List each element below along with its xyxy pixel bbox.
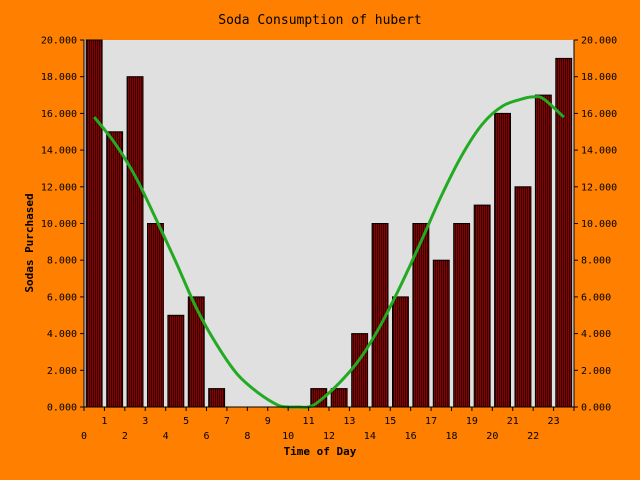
y-tick-label-right: 12.000	[581, 182, 617, 193]
bar	[187, 296, 205, 408]
x-axis-title: Time of Day	[284, 445, 357, 458]
bar	[167, 314, 185, 408]
bar	[330, 388, 348, 408]
y-tick-label: 0.000	[47, 403, 77, 414]
bar	[126, 76, 144, 408]
bar	[473, 204, 491, 408]
y-tick-label: 4.000	[47, 329, 77, 340]
y-tick-label-right: 18.000	[581, 72, 617, 83]
y-tick-label: 2.000	[47, 366, 77, 377]
x-tick-label: 0	[81, 431, 87, 442]
y-ticks: 0.000 0.000 2.000 2.000 4.000 4.000 6.000 6.000…	[41, 36, 617, 414]
x-tick-label: 7	[224, 416, 230, 427]
y-tick-label-right: 2.000	[581, 366, 611, 377]
bar	[208, 388, 226, 408]
y-axis-title: Sodas Purchased	[23, 193, 36, 292]
y-tick-label-right: 6.000	[581, 292, 611, 303]
y-tick-label: 8.000	[47, 256, 77, 267]
y-tick-label: 16.000	[41, 109, 77, 120]
y-tick-label: 18.000	[41, 72, 77, 83]
y-tick-label-right: 4.000	[581, 329, 611, 340]
bar	[351, 333, 369, 408]
bar-series	[85, 39, 573, 408]
bar	[453, 223, 471, 408]
x-tick-label: 20	[486, 431, 498, 442]
bar	[534, 94, 552, 408]
chart-title: Soda Consumption of hubert	[218, 13, 422, 28]
y-tick-label: 14.000	[41, 146, 77, 157]
x-tick-label: 11	[303, 416, 315, 427]
x-tick-label: 22	[527, 431, 539, 442]
y-tick-label-right: 0.000	[581, 403, 611, 414]
y-tick-label: 6.000	[47, 292, 77, 303]
x-tick-label: 3	[142, 416, 148, 427]
x-tick-label: 10	[282, 431, 294, 442]
bar	[432, 259, 450, 408]
bar	[106, 131, 124, 408]
y-tick-label-right: 16.000	[581, 109, 617, 120]
y-tick-label-right: 14.000	[581, 146, 617, 157]
x-tick-label: 9	[265, 416, 271, 427]
y-tick-label-right: 20.000	[581, 36, 617, 47]
bar	[85, 39, 103, 408]
x-tick-label: 15	[384, 416, 396, 427]
x-tick-label: 18	[445, 431, 457, 442]
bar	[494, 112, 512, 408]
x-tick-label: 4	[163, 431, 169, 442]
x-tick-label: 14	[364, 431, 376, 442]
x-tick-label: 21	[507, 416, 519, 427]
y-tick-label-right: 8.000	[581, 256, 611, 267]
y-tick-label-right: 10.000	[581, 219, 617, 230]
plot-area	[84, 40, 574, 407]
bar	[514, 186, 532, 408]
x-tick-label: 16	[405, 431, 417, 442]
trend-line	[93, 95, 565, 409]
x-tick-label: 5	[183, 416, 189, 427]
x-tick-label: 12	[323, 431, 335, 442]
x-tick-label: 6	[203, 431, 209, 442]
x-tick-label: 17	[425, 416, 437, 427]
x-tick-label: 23	[548, 416, 560, 427]
x-ticks: 1 3 5 7 9 11 13 15 17 19 21 230 2 4 6 8 10 12 14 16 18 20 22	[81, 407, 575, 442]
y-tick-label: 20.000	[41, 36, 77, 47]
x-tick-label: 2	[122, 431, 128, 442]
bar	[392, 296, 409, 408]
x-tick-label: 19	[466, 416, 478, 427]
y-tick-label: 12.000	[41, 182, 77, 193]
bar	[147, 223, 164, 408]
x-tick-label: 8	[244, 431, 250, 442]
x-tick-label: 13	[343, 416, 355, 427]
y-tick-label: 10.000	[41, 219, 77, 230]
x-tick-label: 1	[101, 416, 107, 427]
